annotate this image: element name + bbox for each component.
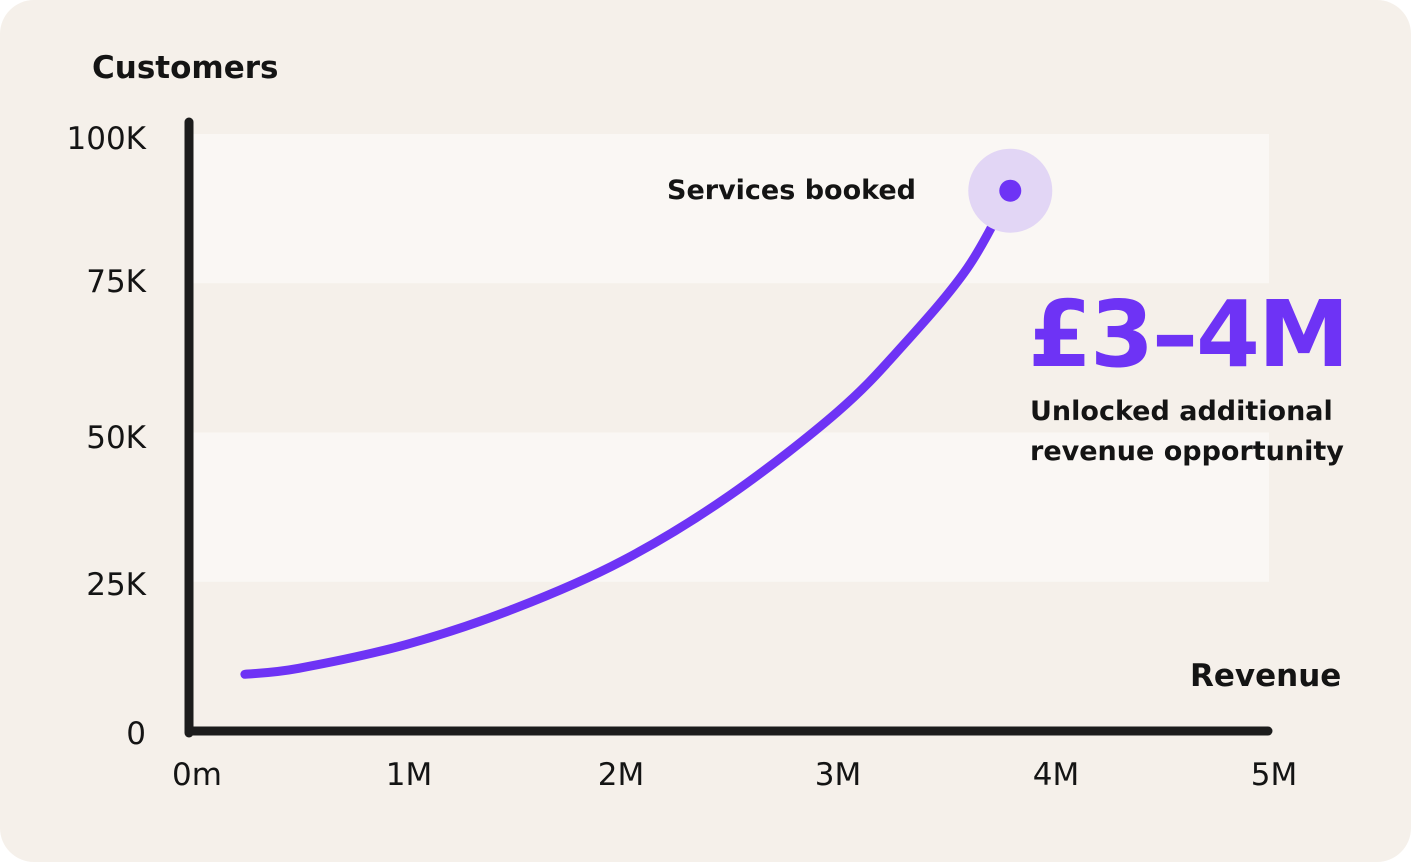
y-tick-label: 0	[126, 716, 146, 752]
y-tick-label: 75K	[86, 264, 146, 300]
grid-band-1	[191, 432, 1269, 582]
x-tick-label: 3M	[815, 757, 861, 793]
grid-bands	[191, 134, 1269, 582]
highlight-caption-line-2: revenue opportunity	[1030, 436, 1344, 467]
axes	[184, 117, 1273, 738]
x-tick-label: 0m	[172, 757, 222, 793]
highlight-caption: Unlocked additional revenue opportunity	[1030, 392, 1344, 472]
highlight-caption-line-1: Unlocked additional	[1030, 396, 1333, 427]
annotation-dot	[999, 179, 1022, 202]
x-tick-label: 4M	[1033, 757, 1079, 793]
x-tick-label: 2M	[598, 757, 644, 793]
y-tick-labels: 0 25K 50K 75K 100K	[67, 121, 147, 752]
x-axis-title: Revenue	[1190, 658, 1342, 694]
highlight-value: £3–4M	[1028, 281, 1350, 388]
y-axis-title: Customers	[92, 50, 279, 86]
x-tick-labels: 0m 1M 2M 3M 4M 5M	[172, 757, 1297, 793]
x-tick-label: 1M	[386, 757, 432, 793]
series-group	[240, 148, 1053, 679]
x-tick-label: 5M	[1251, 757, 1297, 793]
y-tick-label: 100K	[67, 121, 147, 157]
y-tick-label: 50K	[86, 420, 146, 456]
series-line-0	[240, 186, 1015, 679]
y-tick-label: 25K	[86, 567, 146, 603]
grid-band-0	[191, 134, 1269, 284]
annotation-services-booked: Services booked	[667, 175, 917, 206]
